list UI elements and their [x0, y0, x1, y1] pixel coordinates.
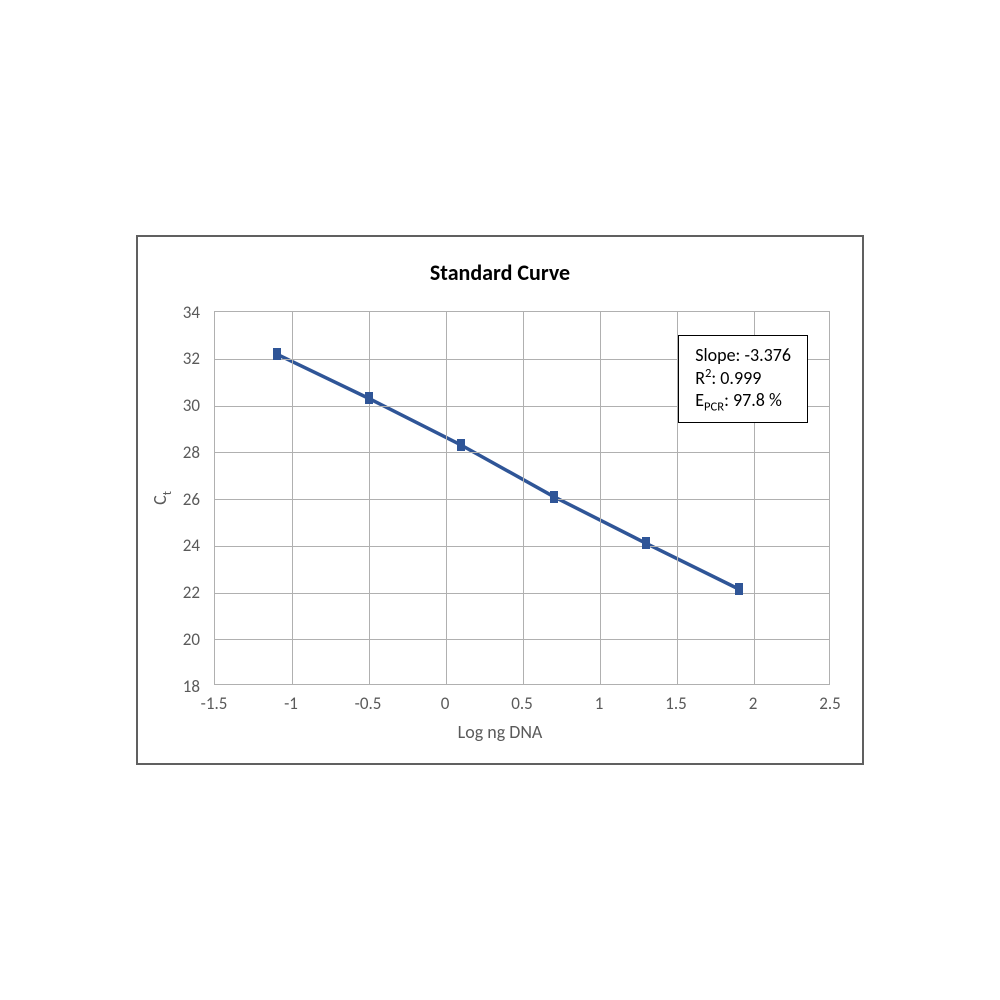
stats-box: Slope: -3.376R2: 0.999EPCR: 97.8 %	[678, 335, 808, 424]
grid-vertical	[369, 312, 370, 684]
grid-vertical	[446, 312, 447, 684]
canvas: Standard Curve Ct Log ng DNA Slope: -3.3…	[0, 0, 1000, 1000]
y-tick-label: 30	[183, 395, 200, 416]
grid-vertical	[600, 312, 601, 684]
y-tick-label: 20	[183, 629, 200, 650]
stats-row: EPCR: 97.8 %	[695, 389, 791, 415]
chart-title: Standard Curve	[138, 259, 862, 286]
grid-vertical	[523, 312, 524, 684]
y-tick-label: 18	[183, 676, 200, 697]
data-marker	[735, 583, 743, 595]
x-tick-label: 1.5	[665, 693, 687, 714]
x-axis-label: Log ng DNA	[138, 721, 862, 743]
stats-row: Slope: -3.376	[695, 344, 791, 366]
x-tick-label: -1.5	[201, 693, 228, 714]
x-tick-label: -1	[284, 693, 298, 714]
y-tick-label: 32	[183, 348, 200, 369]
y-tick-label: 28	[183, 442, 200, 463]
grid-horizontal	[215, 639, 829, 640]
chart-frame: Standard Curve Ct Log ng DNA Slope: -3.3…	[136, 235, 864, 765]
x-tick-label: -0.5	[355, 693, 382, 714]
x-tick-label: 0.5	[511, 693, 533, 714]
grid-horizontal	[215, 452, 829, 453]
y-tick-label: 24	[183, 535, 200, 556]
data-marker	[457, 439, 465, 451]
y-axis-label: Ct	[149, 491, 175, 505]
data-marker	[550, 491, 558, 503]
stats-row: R2: 0.999	[695, 366, 791, 389]
x-tick-label: 0	[441, 693, 450, 714]
y-tick-label: 26	[183, 489, 200, 510]
grid-vertical	[292, 312, 293, 684]
y-tick-label: 34	[183, 302, 200, 323]
x-tick-label: 2.5	[819, 693, 841, 714]
data-marker	[365, 392, 373, 404]
x-tick-label: 1	[595, 693, 604, 714]
grid-horizontal	[215, 546, 829, 547]
grid-horizontal	[215, 499, 829, 500]
x-tick-label: 2	[749, 693, 758, 714]
y-tick-label: 22	[183, 582, 200, 603]
data-marker	[273, 348, 281, 360]
data-marker	[642, 537, 650, 549]
